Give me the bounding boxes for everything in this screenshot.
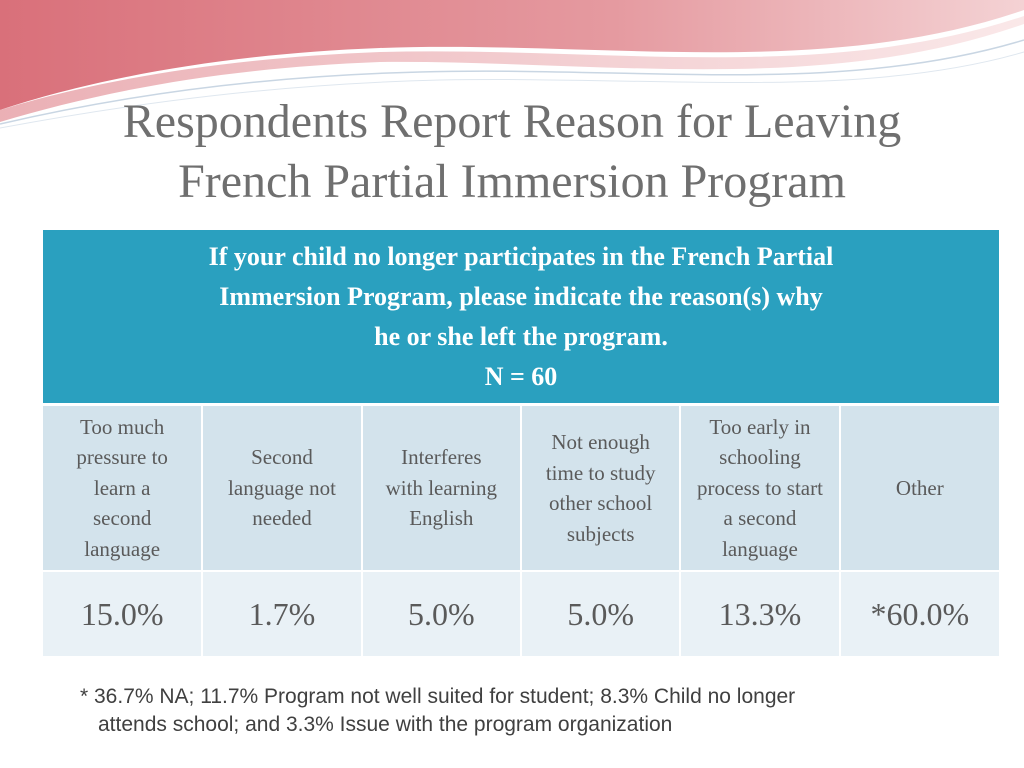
value-cell-pressure: 15.0% <box>43 571 204 656</box>
category-line: Interferes <box>401 445 482 470</box>
title-line-2: French Partial Immersion Program <box>178 155 846 208</box>
table-header-row: If your child no longer participates in … <box>43 230 999 406</box>
category-line: second <box>93 506 152 531</box>
footnote: * 36.7% NA; 11.7% Program not well suite… <box>80 683 1000 739</box>
header-line-4: N = 60 <box>484 361 558 391</box>
category-line: English <box>409 506 474 531</box>
category-line: Other <box>895 475 944 500</box>
category-line: language <box>722 536 798 561</box>
category-cell-pressure: Too much pressure to learn a second lang… <box>43 404 204 572</box>
value-row: 15.0% 1.7% 5.0% 5.0% 13.3% *60.0% <box>43 571 999 656</box>
header-line-2: Immersion Program, please indicate the r… <box>219 281 823 311</box>
category-line: Second <box>251 445 313 470</box>
value-cell-interferes-english: 5.0% <box>361 571 522 656</box>
footnote-line-1: * 36.7% NA; 11.7% Program not well suite… <box>80 685 796 708</box>
category-cell-interferes-english: Interferes with learning English <box>361 404 522 572</box>
survey-question-header: If your child no longer participates in … <box>43 230 999 406</box>
slide-title: Respondents Report Reason for Leaving Fr… <box>20 92 1004 212</box>
category-cell-not-enough-time: Not enough time to study other school su… <box>520 404 682 572</box>
category-line: needed <box>252 506 312 531</box>
decorative-wave-banner <box>0 0 1024 129</box>
category-cell-too-early: Too early in schooling process to start … <box>680 404 841 572</box>
header-line-1: If your child no longer participates in … <box>208 241 834 271</box>
footnote-line-2: attends school; and 3.3% Issue with the … <box>98 713 673 736</box>
category-line: schooling <box>719 445 801 470</box>
category-line: Too early in <box>709 414 811 439</box>
category-line: language not <box>228 475 336 500</box>
value-cell-too-early: 13.3% <box>680 571 841 656</box>
category-row: Too much pressure to learn a second lang… <box>43 404 999 572</box>
survey-results-table: If your child no longer participates in … <box>43 230 999 656</box>
category-line: with learning <box>385 475 498 500</box>
category-line: pressure to <box>76 445 168 470</box>
category-line: a second <box>723 506 797 531</box>
category-line: subjects <box>566 521 635 546</box>
category-line: Not enough <box>551 430 650 454</box>
category-line: other school <box>549 491 653 515</box>
category-line: process to start <box>696 475 823 500</box>
value-cell-other: *60.0% <box>839 571 999 656</box>
title-line-1: Respondents Report Reason for Leaving <box>122 95 902 148</box>
category-cell-not-needed: Second language not needed <box>202 404 363 572</box>
category-cell-other: Other <box>839 404 999 572</box>
category-line: language <box>84 536 161 561</box>
header-line-3: he or she left the program. <box>374 321 668 351</box>
value-cell-not-needed: 1.7% <box>202 571 363 656</box>
category-line: time to study <box>545 460 656 485</box>
category-line: Too much <box>80 414 165 439</box>
value-cell-not-enough-time: 5.0% <box>520 571 682 656</box>
category-line: learn a <box>93 475 151 500</box>
